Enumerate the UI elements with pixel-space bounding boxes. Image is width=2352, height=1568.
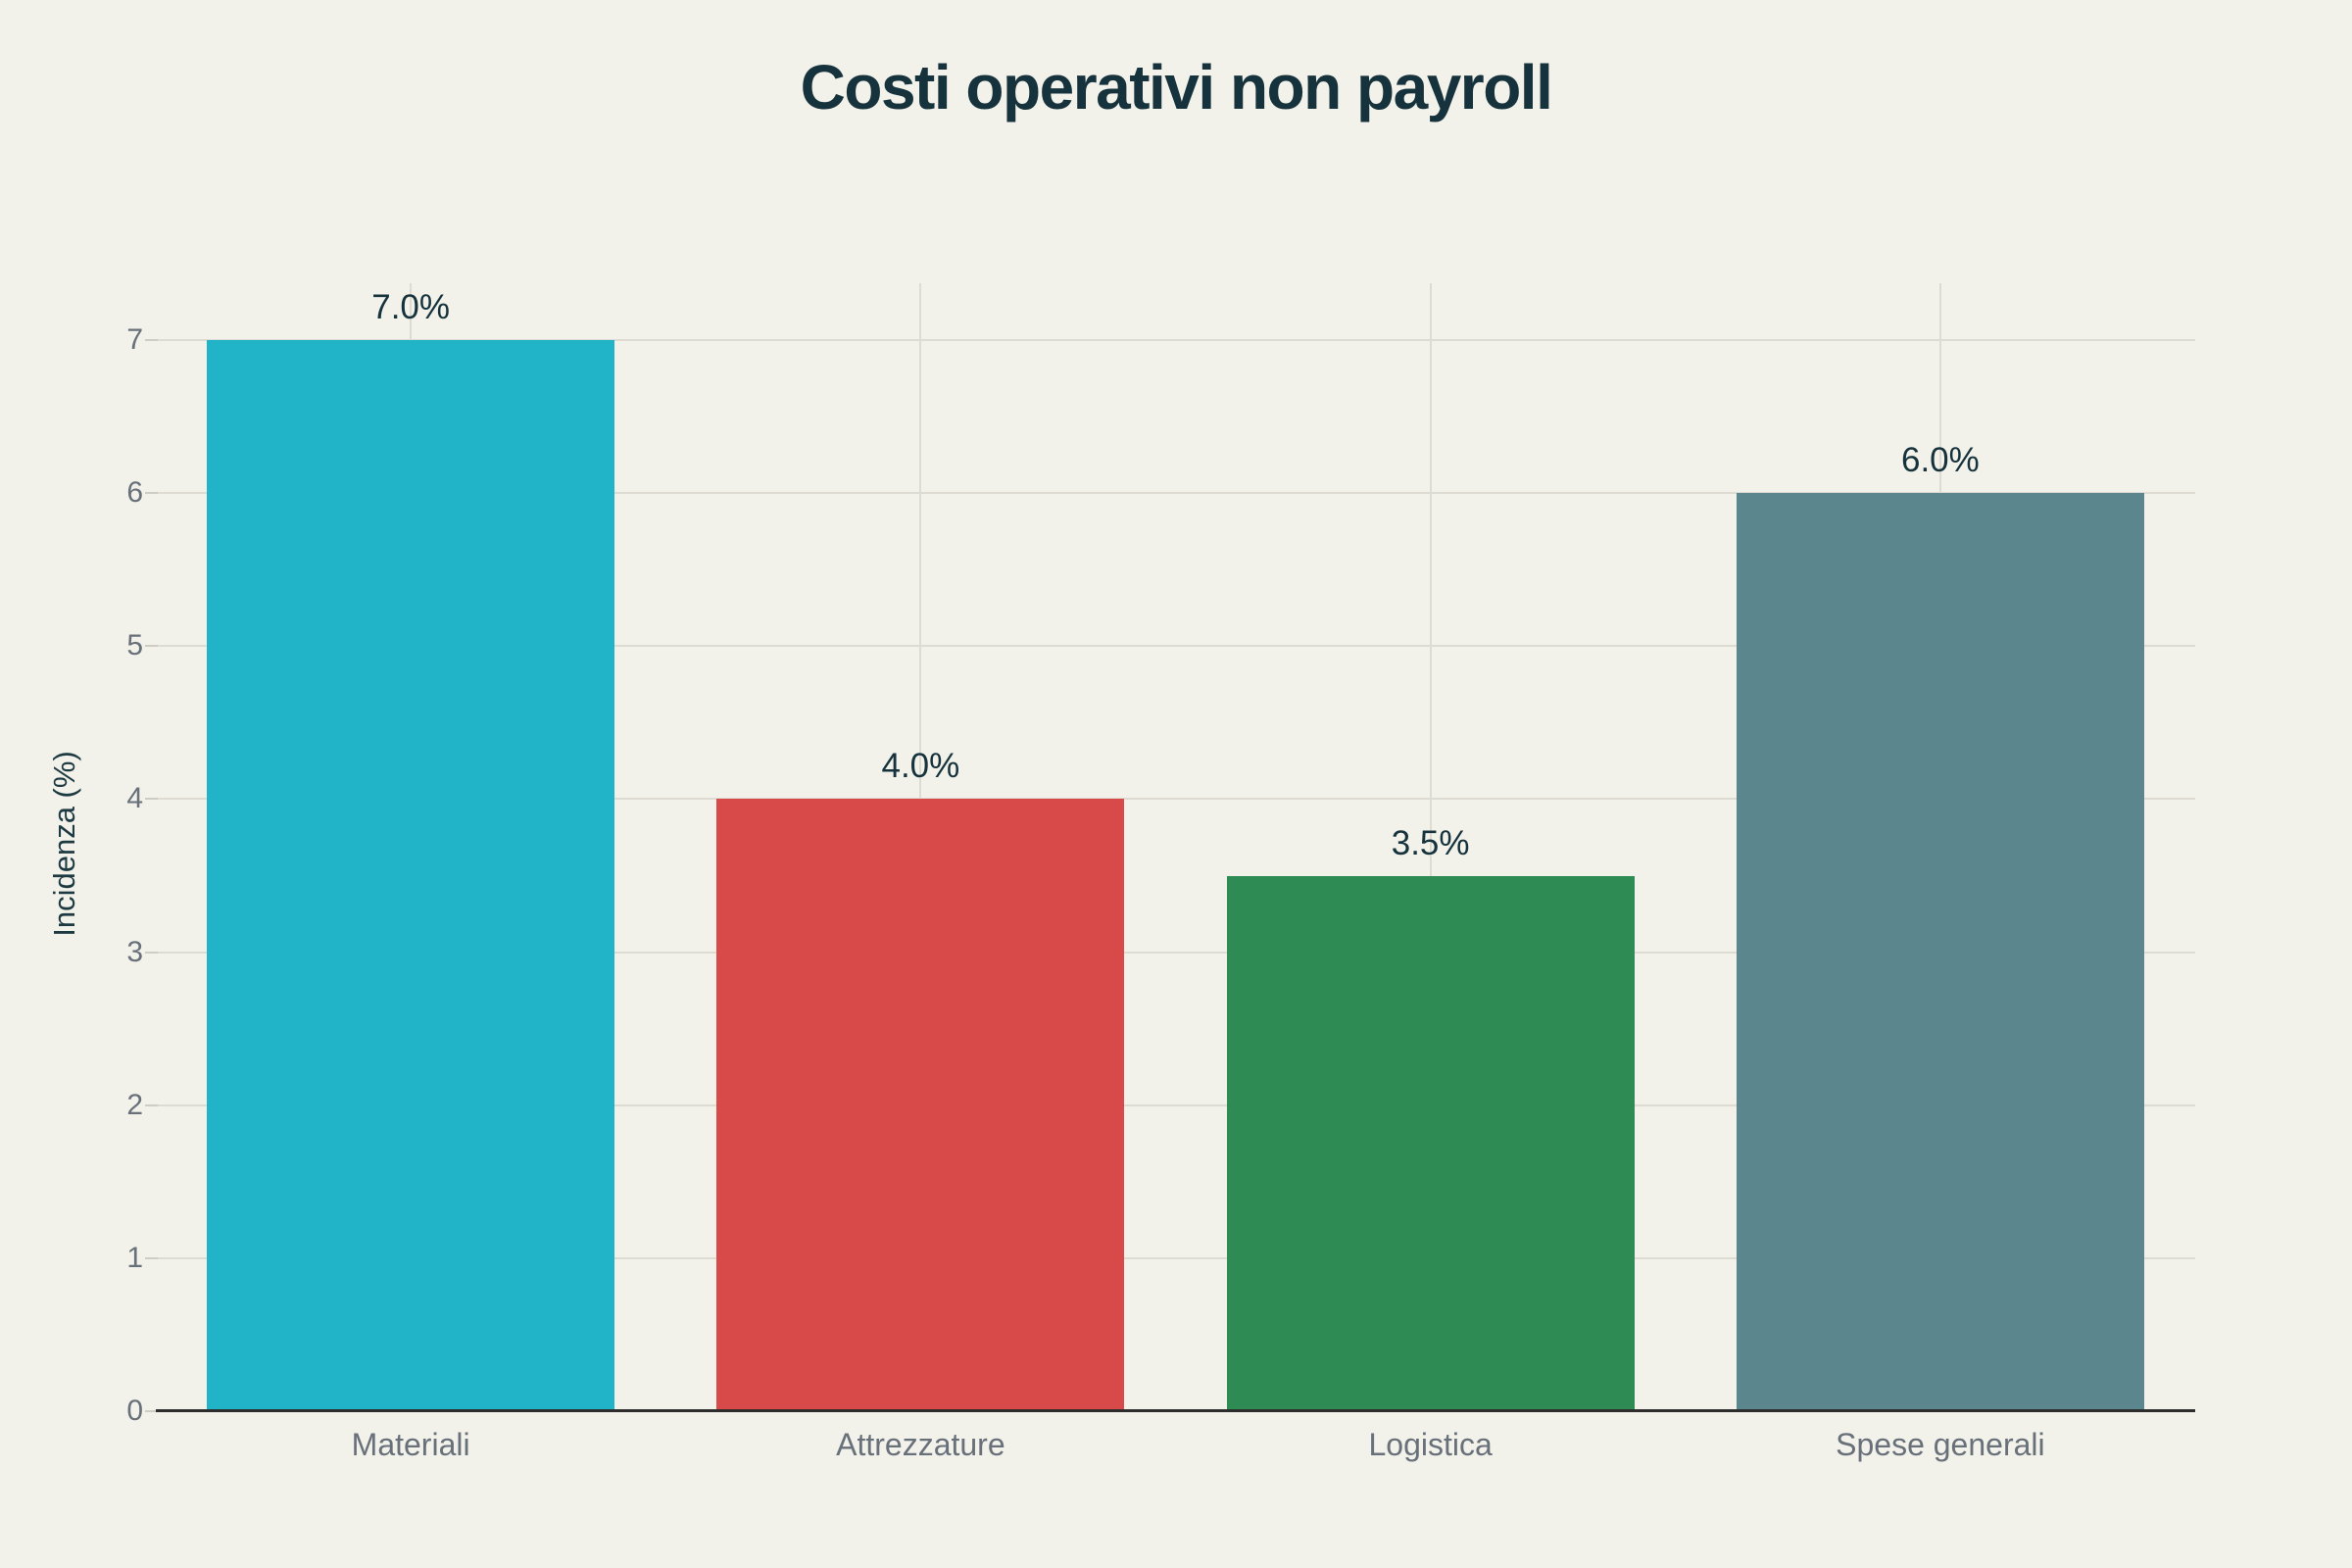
bar-spese-generali	[1736, 493, 2144, 1411]
y-tick-label-3: 3	[126, 935, 143, 968]
y-tick-mark-6	[145, 492, 158, 495]
y-gridline-5	[156, 645, 2195, 648]
bar-attrezzature	[716, 799, 1125, 1411]
x-gridline-logistica	[1429, 283, 1432, 1411]
bar-logistica	[1226, 875, 1635, 1411]
y-gridline-1	[156, 1256, 2195, 1259]
x-category-label-spese-generali: Spese generali	[1836, 1427, 2045, 1462]
y-tick-label-0: 0	[126, 1395, 143, 1427]
bar-value-label-logistica: 3.5%	[1391, 823, 1470, 862]
x-category-label-logistica: Logistica	[1368, 1427, 1493, 1462]
bar-value-label-spese-generali: 6.0%	[1900, 441, 1980, 480]
y-tick-mark-1	[145, 1256, 158, 1259]
y-tick-label-4: 4	[126, 782, 143, 815]
bar-value-label-attrezzature: 4.0%	[881, 747, 960, 786]
y-tick-label-1: 1	[126, 1241, 143, 1274]
y-gridline-7	[156, 339, 2195, 342]
chart-title: Costi operativi non payroll	[800, 52, 1553, 122]
y-tick-mark-2	[145, 1103, 158, 1106]
y-gridline-3	[156, 951, 2195, 954]
y-tick-label-6: 6	[126, 476, 143, 510]
y-tick-label-2: 2	[126, 1088, 143, 1121]
y-tick-mark-4	[145, 798, 158, 801]
y-tick-mark-5	[145, 645, 158, 648]
bar-value-label-materiali: 7.0%	[371, 288, 451, 327]
y-tick-mark-0	[145, 1410, 158, 1412]
y-gridline-6	[156, 492, 2195, 495]
y-gridline-2	[156, 1103, 2195, 1106]
y-tick-mark-3	[145, 951, 158, 954]
y-tick-label-5: 5	[126, 629, 143, 662]
bar-materiali	[207, 340, 615, 1411]
y-tick-label-7: 7	[126, 323, 143, 357]
y-tick-mark-7	[145, 339, 158, 342]
x-category-label-materiali: Materiali	[351, 1427, 470, 1462]
x-axis-line	[156, 1409, 2195, 1412]
y-gridline-4	[156, 798, 2195, 801]
x-category-label-attrezzature: Attrezzature	[836, 1427, 1005, 1462]
